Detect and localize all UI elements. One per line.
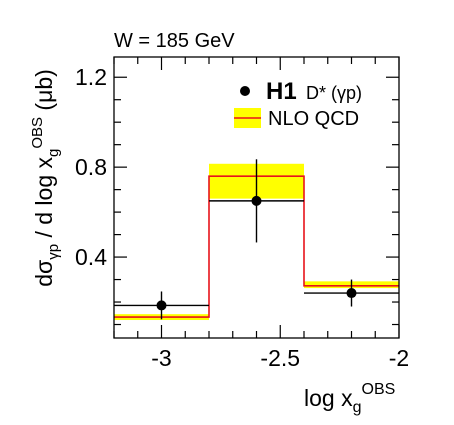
y-axis-label: dσγp / d log xgOBS (μb)	[29, 69, 62, 287]
tick-layer	[113, 57, 400, 338]
y-axis-label-sub: γp	[45, 244, 62, 260]
y-axis-label-sup: OBS	[29, 117, 46, 149]
y-tick-label: 0.4	[75, 244, 107, 270]
x-axis-label-sup: OBS	[362, 381, 396, 398]
y-axis-label-unit: (μb)	[31, 69, 57, 117]
y-tick-label: 0.8	[75, 154, 107, 180]
x-axis-label-sub: g	[353, 399, 362, 416]
y-tick-label: 1.2	[75, 64, 107, 90]
tick-label-layer: -3 -2.5 -2 0.4 0.8 1.2	[75, 64, 409, 371]
data-point-layer	[156, 159, 357, 320]
x-axis-label-main: log x	[304, 385, 353, 411]
data-point-2	[346, 288, 357, 299]
x-axis-label: log xgOBS	[304, 381, 395, 416]
legend-data-marker	[240, 86, 250, 96]
y-axis-label-sub2: g	[45, 149, 62, 157]
x-tick-label: -2.5	[260, 345, 300, 371]
y-axis-label-sigma: σ	[31, 260, 57, 274]
energy-annotation: W = 185 GeV	[114, 30, 235, 52]
data-point-1	[251, 195, 262, 206]
legend-data-label-extra: D* (γp)	[306, 83, 362, 103]
data-point-0	[156, 300, 167, 311]
y-axis-label-d: d	[31, 274, 57, 287]
x-tick-label: -3	[151, 345, 171, 371]
y-axis-label-mid: / d log x	[31, 157, 57, 244]
legend-nlo-label: NLO QCD	[268, 108, 359, 130]
x-tick-label: -2	[389, 345, 409, 371]
legend-data-label: H1	[266, 78, 297, 105]
legend: H1 D* (γp) NLO QCD	[234, 78, 362, 130]
